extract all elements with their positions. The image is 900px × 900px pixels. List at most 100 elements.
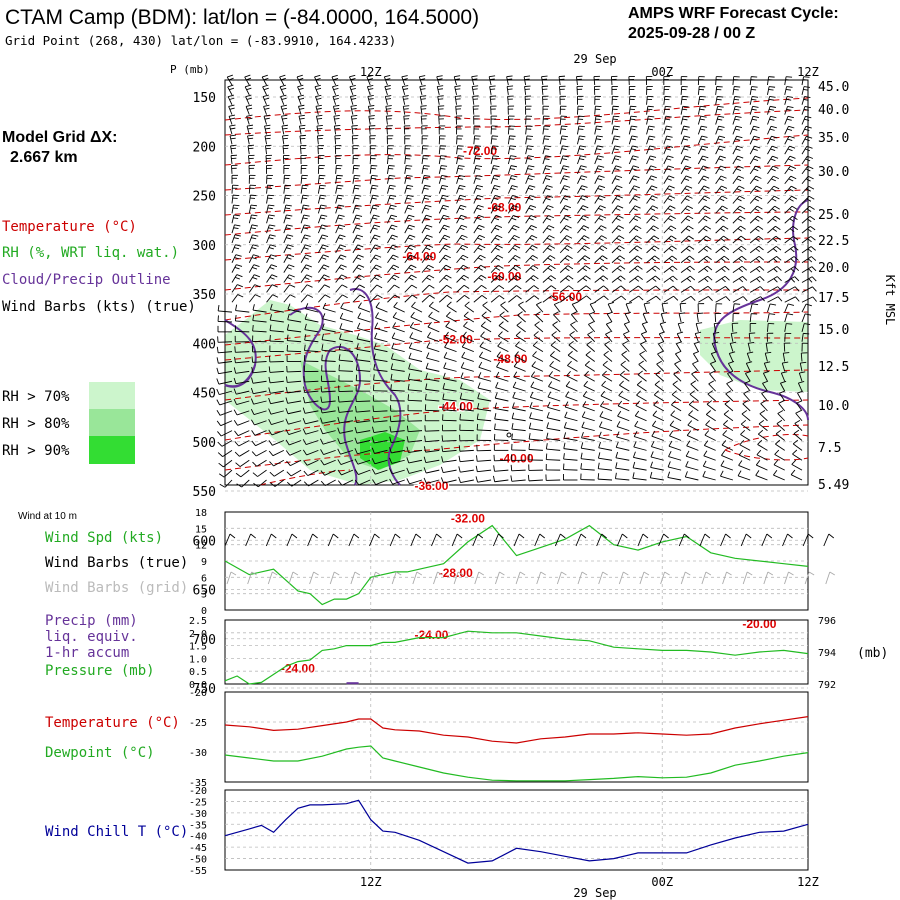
wind-barb-staff <box>392 479 405 485</box>
wind-barb-staff <box>611 255 621 264</box>
wind-barb-staff <box>321 400 336 403</box>
wind-barb-staff <box>224 479 233 488</box>
wind-barb-staff <box>599 426 613 432</box>
wind-barb-staff <box>646 275 656 283</box>
wind-barb-staff <box>611 205 618 214</box>
wind-barb-flag <box>285 194 292 197</box>
wind-barb-flag <box>250 194 257 197</box>
wind-barb-flag <box>424 184 431 187</box>
wind-barb-flag <box>563 227 569 231</box>
wind-barb-flag <box>775 235 781 241</box>
wind-barb-flag <box>614 178 620 181</box>
wind-barb-flag <box>268 387 271 394</box>
wind-barb-staff <box>635 405 647 412</box>
wind-barb-staff <box>637 374 647 382</box>
wind-barb-flag <box>655 295 661 301</box>
wind-barb-staff <box>792 453 803 461</box>
wind-barb-staff <box>240 469 250 478</box>
wind-barb-flag <box>669 420 675 426</box>
wind-barb-staff <box>646 285 657 293</box>
wind-barb-flag <box>700 138 706 141</box>
wind-barb-staff <box>252 320 267 323</box>
wind-barb-flag <box>652 410 658 416</box>
wind-barb-staff <box>530 396 544 402</box>
wind-barb-flag <box>752 95 759 98</box>
wind-barb-staff <box>549 365 561 372</box>
wind-barb-flag <box>759 286 765 292</box>
wind-barb-flag <box>551 331 557 336</box>
wind-barb-staff <box>577 155 581 165</box>
wind-barb-staff <box>322 328 336 333</box>
wind-barb-flag <box>632 145 639 148</box>
wind-barb-flag <box>607 311 614 315</box>
windchill-line <box>224 799 809 864</box>
wind-barb-flag <box>457 158 463 160</box>
wind-barb-staff <box>668 456 682 461</box>
wind-barb-flag <box>786 86 793 88</box>
wind-barb-flag <box>494 227 500 231</box>
wind-barb-flag <box>654 380 660 385</box>
wind-barb-staff <box>775 443 785 451</box>
wind-barb-staff <box>732 205 741 214</box>
wind-barb-staff <box>749 225 759 234</box>
wind-barb-flag <box>263 87 269 91</box>
wind-barb-staff <box>514 355 526 362</box>
wind-barb-flag <box>356 267 362 271</box>
wind-barb-flag <box>324 294 331 299</box>
wind-barb-staff <box>686 445 699 451</box>
wind-barb-flag <box>795 410 802 414</box>
wind-barb-flag <box>341 284 348 288</box>
wind-barb-flag <box>303 481 309 487</box>
wind-barb-flag <box>587 331 593 335</box>
wind-barb-flag <box>507 78 513 81</box>
wind-barb-flag <box>772 238 778 242</box>
wind-barb-staff <box>594 275 604 283</box>
wind-barb-flag <box>754 155 761 159</box>
wind-barb-flag <box>756 449 762 456</box>
wind-barb-staff <box>749 116 754 125</box>
wind10m-barb-grid <box>515 571 521 585</box>
wind-barb-flag <box>683 168 689 171</box>
wind-barb-flag <box>333 97 339 100</box>
wind-barb-flag <box>722 225 729 230</box>
wind-barb-staff <box>767 266 778 274</box>
wind-barb-flag <box>234 276 240 280</box>
wind-barb-staff <box>497 345 509 353</box>
wind-barb-staff <box>680 235 689 244</box>
wind10m-barb-grid <box>309 571 315 585</box>
wind-barb-flag <box>314 84 321 88</box>
wind-barb-flag <box>410 254 417 258</box>
wind-barb-staff <box>594 145 598 155</box>
wind-barb-staff <box>291 479 302 487</box>
wind-barb-flag <box>217 441 223 447</box>
wind-barb-flag <box>251 214 258 217</box>
wind-barb-flag <box>597 197 603 201</box>
wind-barb-staff <box>547 396 561 402</box>
wind-barb-flag <box>426 234 433 238</box>
wind-barb-flag <box>547 247 552 251</box>
wind-barb-flag <box>790 238 795 243</box>
wind-barb-flag <box>511 175 518 178</box>
wind-barb-staff <box>473 254 481 264</box>
wind-barb-flag <box>790 165 797 169</box>
wind-barb-flag <box>808 268 813 273</box>
wind-barb-staff <box>339 328 354 333</box>
wind-barb-flag <box>632 178 638 181</box>
wind-barb-flag <box>701 188 707 192</box>
wind-barb-staff <box>629 285 639 293</box>
wind10m-barb-true <box>332 533 339 539</box>
isotherm-label: -24.00 <box>414 628 448 642</box>
wind-barb-staff <box>611 116 614 125</box>
wind-barb-staff <box>646 125 650 135</box>
wind-barb-staff <box>784 86 788 95</box>
wind-barb-staff <box>619 374 630 382</box>
wind10m-barb-grid <box>395 571 402 576</box>
wind-barb-flag <box>442 204 449 208</box>
wind-barb-staff <box>297 96 302 105</box>
model-grid-label: Model Grid ΔX: <box>2 129 118 146</box>
windchill-tick: -20 <box>189 786 207 797</box>
wind-barb-flag <box>634 205 641 209</box>
wind-barb-staff <box>674 363 682 372</box>
wind-barb-staff <box>283 185 286 194</box>
wind-barb-staff <box>369 185 373 194</box>
